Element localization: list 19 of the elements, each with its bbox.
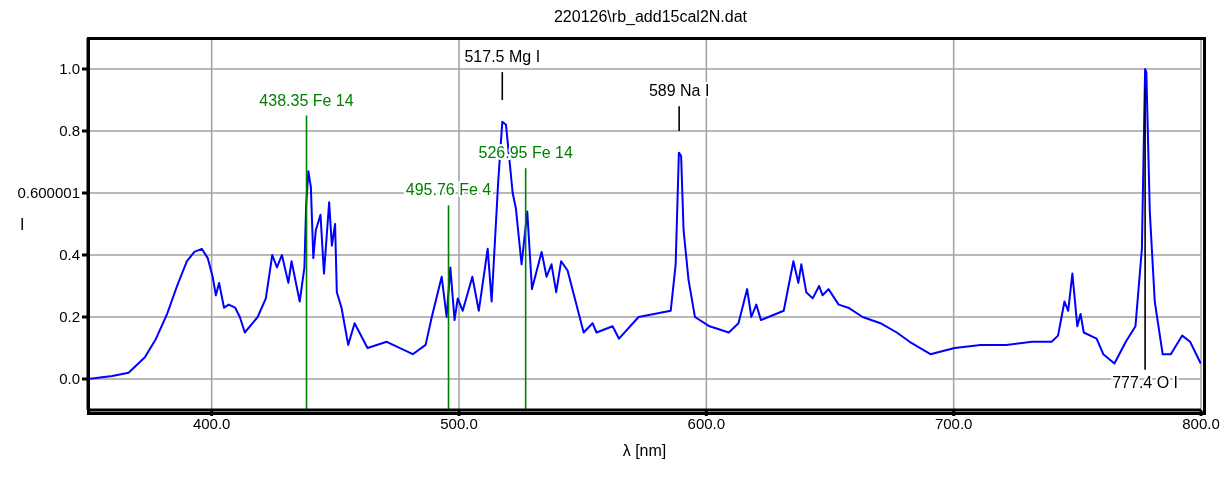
x-axis-title: λ [nm] xyxy=(622,442,667,459)
y-tick-label: 0.2 xyxy=(59,308,80,326)
series-label: 438.35 Fe 14 xyxy=(259,91,354,109)
y-axis-title: I xyxy=(20,215,25,233)
y-tick-label: 1.0 xyxy=(59,60,80,78)
x-tick-label: 800.0 xyxy=(1182,414,1220,432)
y-tick-label: 0.8 xyxy=(59,122,80,140)
series-label: 589 Na I xyxy=(648,82,710,100)
y-tick-label: 0.600001 xyxy=(17,184,80,202)
x-tick-label: 400.0 xyxy=(192,414,231,432)
series-label: 777.4 O I xyxy=(1112,373,1179,391)
chart-title: 220126\rb_add15cal2N.dat xyxy=(552,8,748,27)
y-tick-label: 0.4 xyxy=(59,246,80,264)
x-tick-label: 500.0 xyxy=(440,414,478,432)
series-label: 495.76 Fe 4 xyxy=(405,181,492,199)
series-label: 517.5 Mg I xyxy=(464,48,541,66)
x-tick-label: 600.0 xyxy=(687,414,726,432)
x-tick-label: 700.0 xyxy=(934,414,973,432)
y-tick-label: 0.0 xyxy=(59,370,80,388)
